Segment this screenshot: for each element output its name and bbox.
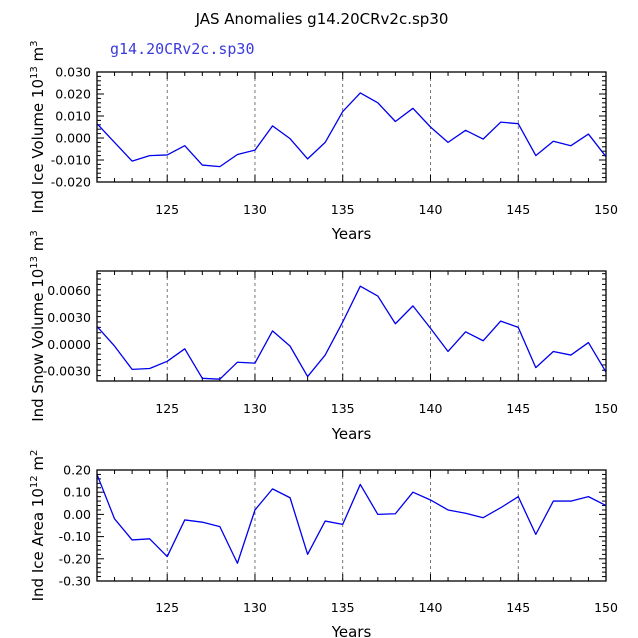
x-tick-label: 130 xyxy=(243,600,267,615)
y-tick-label: -0.20 xyxy=(59,551,91,566)
series-line-snow-volume: g14.20CRv2c.sp30 xyxy=(96,285,607,380)
x-axis-label: Years xyxy=(331,425,372,443)
y-tick-label: 0.010 xyxy=(55,109,91,124)
y-tick-label: 0.020 xyxy=(55,87,91,102)
x-tick-label: 125 xyxy=(155,401,179,416)
y-tick-label: -0.30 xyxy=(59,574,91,589)
plot-frame xyxy=(96,469,607,582)
x-tick-label: 140 xyxy=(419,401,443,416)
x-tick-label: 125 xyxy=(155,600,179,615)
x-tick-label: 135 xyxy=(331,600,355,615)
x-tick-label: 145 xyxy=(506,202,530,217)
y-label-unit-exponent: 3 xyxy=(29,230,40,236)
y-tick-label: 0.030 xyxy=(55,65,91,80)
y-label-text: Ind Ice Area 10 xyxy=(29,488,47,601)
y-tick-label: -0.10 xyxy=(59,529,91,544)
x-tick-label: 140 xyxy=(419,202,443,217)
x-tick-label: 130 xyxy=(243,202,267,217)
panels: -0.020 -0.010 0.000 0.010 0.020 0.030 125 130 13… xyxy=(29,40,618,638)
y-label-text: Ind Ice Volume 10 xyxy=(29,79,47,214)
x-tick-label: 130 xyxy=(243,401,267,416)
y-label-unit: m xyxy=(29,47,47,66)
y-tick-label: 0.10 xyxy=(63,485,91,500)
x-tick-label: 135 xyxy=(331,401,355,416)
y-label-unit: m xyxy=(29,456,47,475)
y-label-unit-exponent: 3 xyxy=(29,40,40,46)
plot-frame xyxy=(96,270,607,382)
x-axis-label: Years xyxy=(331,225,372,243)
x-tick-label: 150 xyxy=(594,401,618,416)
x-tick-label: 145 xyxy=(506,401,530,416)
panel-snow-volume: -0.0030 0.0000 0.0030 0.0060 125 130 135 140 145… xyxy=(29,230,618,443)
x-tick-label: 140 xyxy=(419,600,443,615)
y-tick-label: 0.20 xyxy=(63,463,91,478)
panel-ice-volume: -0.020 -0.010 0.000 0.010 0.020 0.030 125 130 13… xyxy=(29,40,618,243)
y-label-exponent: 12 xyxy=(29,475,40,488)
y-tick-label: -0.0030 xyxy=(43,364,91,379)
y-tick-label: 0.000 xyxy=(55,131,91,146)
y-label-unit-exponent: 2 xyxy=(29,450,40,456)
y-tick-label: -0.010 xyxy=(51,153,91,168)
x-tick-label: 150 xyxy=(594,600,618,615)
series-line-ice-area: g14.20CRv2c.sp30 xyxy=(96,474,607,564)
panel-ice-area: -0.30 -0.20 -0.10 0.00 0.10 0.20 125 130 135 140 1… xyxy=(29,450,618,638)
series-line-ice-volume: g14.20CRv2c.sp30 xyxy=(96,92,607,168)
y-tick-label: 0.0060 xyxy=(47,283,91,298)
y-tick-label: 0.0030 xyxy=(47,310,91,325)
x-tick-label: 150 xyxy=(594,202,618,217)
x-axis-label: Years xyxy=(331,623,372,638)
y-tick-label: 0.00 xyxy=(63,507,91,522)
y-axis-label: Ind Snow Volume 1013 m3 xyxy=(29,230,47,422)
run-label: g14.20CRv2c.sp30 xyxy=(110,40,255,58)
x-tick-label: 135 xyxy=(331,202,355,217)
x-tick-label: 145 xyxy=(506,600,530,615)
y-tick-label: 0.0000 xyxy=(47,337,91,352)
y-axis-label: Ind Ice Volume 1013 m3 xyxy=(29,40,47,213)
y-tick-label: -0.020 xyxy=(51,175,91,190)
y-label-exponent: 13 xyxy=(29,66,40,79)
y-label-exponent: 13 xyxy=(29,256,40,269)
figure-title: JAS Anomalies g14.20CRv2c.sp30 xyxy=(195,10,449,28)
y-label-text: Ind Snow Volume 10 xyxy=(29,269,47,422)
y-axis-label: Ind Ice Area 1012 m2 xyxy=(29,450,47,602)
x-tick-label: 125 xyxy=(155,202,179,217)
y-label-unit: m xyxy=(29,237,47,256)
plot-frame xyxy=(96,71,607,183)
